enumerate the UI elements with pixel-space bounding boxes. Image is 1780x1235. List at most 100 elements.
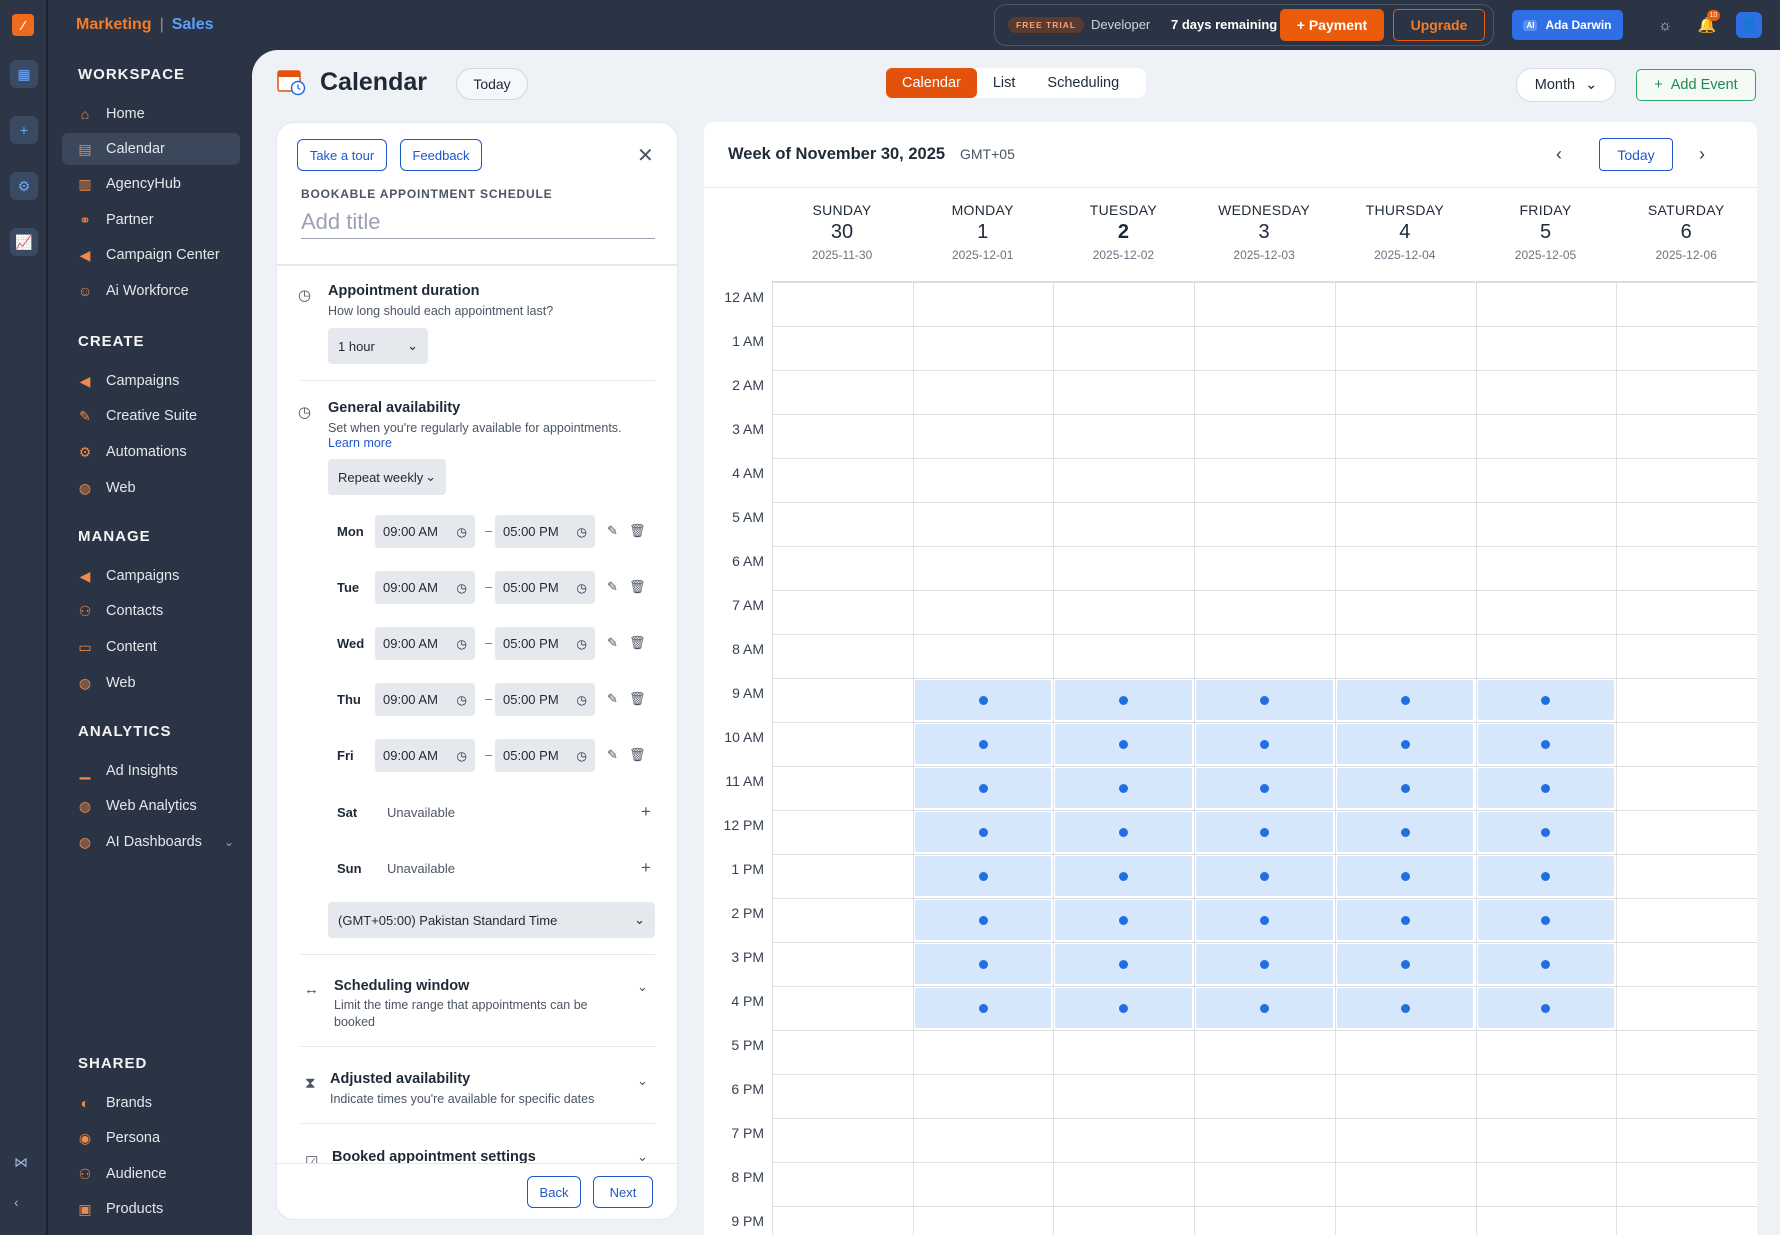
day-header[interactable]: TUESDAY 2 2025-12-02	[1053, 188, 1194, 282]
tab-list[interactable]: List	[992, 75, 1016, 91]
available-slot[interactable]	[1477, 856, 1615, 896]
start-time-input[interactable]: 09:00 AM ◷	[375, 571, 475, 604]
sidebar-item-creative-suite[interactable]: ✎ Creative Suite	[62, 400, 240, 432]
available-slot[interactable]	[1336, 768, 1474, 808]
end-time-input[interactable]: 05:00 PM ◷	[495, 515, 595, 548]
collapse-sidebar-icon[interactable]: ‹	[14, 1194, 19, 1210]
theme-toggle-icon[interactable]: ☼	[1658, 16, 1672, 34]
sidebar-item-brands[interactable]: ◐ Brands	[62, 1087, 240, 1119]
sidebar-item-home[interactable]: ⌂ Home	[62, 98, 240, 130]
upgrade-button[interactable]: Upgrade	[1393, 9, 1485, 41]
profile-avatar-icon[interactable]: 👤	[1736, 12, 1762, 38]
available-slot[interactable]	[914, 944, 1052, 984]
brand-sales[interactable]: Sales	[171, 16, 214, 33]
available-slot[interactable]	[1196, 812, 1333, 852]
available-slot[interactable]	[1196, 988, 1333, 1028]
sidebar-item-agencyhub[interactable]: ▥ AgencyHub	[62, 168, 240, 200]
chevron-down-icon[interactable]: ⌄	[637, 1149, 648, 1164]
start-time-input[interactable]: 09:00 AM ◷	[375, 627, 475, 660]
adjusted-availability-title[interactable]: Adjusted availability	[330, 1071, 471, 1087]
available-slot[interactable]	[1336, 944, 1474, 984]
next-week-icon[interactable]: ›	[1699, 144, 1705, 164]
today-button[interactable]: Today	[456, 68, 528, 100]
available-slot[interactable]	[1336, 724, 1474, 764]
available-slot[interactable]	[1336, 988, 1474, 1028]
sidebar-item-content[interactable]: ▭ Content	[62, 631, 240, 663]
available-slot[interactable]	[1055, 900, 1193, 940]
chevron-down-icon[interactable]: ⌄	[637, 1073, 648, 1088]
available-slot[interactable]	[1055, 768, 1193, 808]
learn-more-link[interactable]: Learn more	[328, 436, 392, 450]
available-slot[interactable]	[1055, 856, 1193, 896]
sidebar-item-audience[interactable]: ⚇ Audience	[62, 1158, 240, 1190]
calendar-grid[interactable]	[772, 282, 1757, 1235]
sidebar-item-contacts[interactable]: ⚇ Contacts	[62, 595, 240, 627]
edit-icon[interactable]: ✎	[607, 747, 618, 762]
brand-marketing[interactable]: Marketing	[76, 16, 152, 33]
day-header[interactable]: MONDAY 1 2025-12-01	[912, 188, 1053, 282]
repeat-select[interactable]: Repeat weekly ⌄	[328, 459, 446, 495]
edit-icon[interactable]: ✎	[607, 579, 618, 594]
end-time-input[interactable]: 05:00 PM ◷	[495, 739, 595, 772]
view-mode-select[interactable]: Month ⌄	[1516, 68, 1616, 102]
sidebar-item-products[interactable]: ▣ Products	[62, 1193, 240, 1225]
edit-icon[interactable]: ✎	[607, 635, 618, 650]
close-icon[interactable]: ✕	[637, 145, 654, 167]
sidebar-item-persona[interactable]: ◉ Persona	[62, 1122, 240, 1154]
available-slot[interactable]	[1196, 944, 1333, 984]
sidebar-item-create-campaigns[interactable]: ◀ Campaigns	[62, 365, 240, 397]
sidebar-item-web-analytics[interactable]: ◍ Web Analytics	[62, 790, 240, 822]
booked-settings-title[interactable]: Booked appointment settings	[332, 1149, 536, 1165]
trash-icon[interactable]: 🗑	[629, 579, 646, 594]
feedback-button[interactable]: Feedback	[400, 139, 482, 171]
available-slot[interactable]	[1196, 680, 1333, 720]
available-slot[interactable]	[1336, 680, 1474, 720]
available-slot[interactable]	[914, 900, 1052, 940]
available-slot[interactable]	[1477, 768, 1615, 808]
available-slot[interactable]	[914, 856, 1052, 896]
app-logo-icon[interactable]: ⁄	[12, 14, 34, 36]
day-header[interactable]: SUNDAY 30 2025-11-30	[772, 188, 912, 282]
available-slot[interactable]	[1336, 900, 1474, 940]
sidebar-item-ai-dashboards[interactable]: ◍ AI Dashboards ⌄	[62, 826, 240, 858]
settings-icon[interactable]: ⚙	[10, 172, 38, 200]
available-slot[interactable]	[1477, 724, 1615, 764]
available-slot[interactable]	[914, 680, 1052, 720]
end-time-input[interactable]: 05:00 PM ◷	[495, 571, 595, 604]
add-time-plus-icon[interactable]: +	[641, 858, 651, 877]
scheduling-window-title[interactable]: Scheduling window	[334, 978, 470, 994]
day-header[interactable]: WEDNESDAY 3 2025-12-03	[1194, 188, 1335, 282]
sidebar-item-create-web[interactable]: ◍ Web	[62, 472, 240, 504]
sidebar-item-calendar[interactable]: ▤ Calendar	[62, 133, 240, 165]
available-slot[interactable]	[1477, 812, 1615, 852]
duration-select[interactable]: 1 hour ⌄	[328, 328, 428, 364]
available-slot[interactable]	[1055, 812, 1193, 852]
brand-switcher[interactable]: Marketing | Sales	[76, 16, 214, 34]
edit-icon[interactable]: ✎	[607, 523, 618, 538]
available-slot[interactable]	[1055, 724, 1193, 764]
available-slot[interactable]	[1055, 944, 1193, 984]
tab-scheduling[interactable]: Scheduling	[1047, 75, 1120, 91]
sidebar-item-automations[interactable]: ⚙ Automations	[62, 436, 240, 468]
apps-grid-icon[interactable]: ▦	[10, 60, 38, 88]
sidebar-item-campaign-center[interactable]: ◀ Campaign Center	[62, 239, 240, 271]
add-event-button[interactable]: + Add Event	[1636, 69, 1756, 101]
sidebar-item-manage-campaigns[interactable]: ◀ Campaigns	[62, 560, 240, 592]
start-time-input[interactable]: 09:00 AM ◷	[375, 683, 475, 716]
end-time-input[interactable]: 05:00 PM ◷	[495, 627, 595, 660]
available-slot[interactable]	[1477, 680, 1615, 720]
available-slot[interactable]	[1477, 900, 1615, 940]
notifications-bell-icon[interactable]: 🔔	[1697, 17, 1717, 34]
calendar-today-button[interactable]: Today	[1599, 138, 1673, 171]
trash-icon[interactable]: 🗑	[629, 691, 646, 706]
tab-calendar[interactable]: Calendar	[886, 68, 977, 98]
available-slot[interactable]	[1196, 724, 1333, 764]
available-slot[interactable]	[1336, 856, 1474, 896]
trash-icon[interactable]: 🗑	[629, 747, 646, 762]
user-menu-button[interactable]: AI Ada Darwin	[1512, 10, 1623, 40]
share-icon[interactable]: ⋈	[14, 1154, 28, 1170]
trash-icon[interactable]: 🗑	[629, 635, 646, 650]
available-slot[interactable]	[1336, 812, 1474, 852]
available-slot[interactable]	[1055, 680, 1193, 720]
chevron-down-icon[interactable]: ⌄	[637, 979, 648, 994]
